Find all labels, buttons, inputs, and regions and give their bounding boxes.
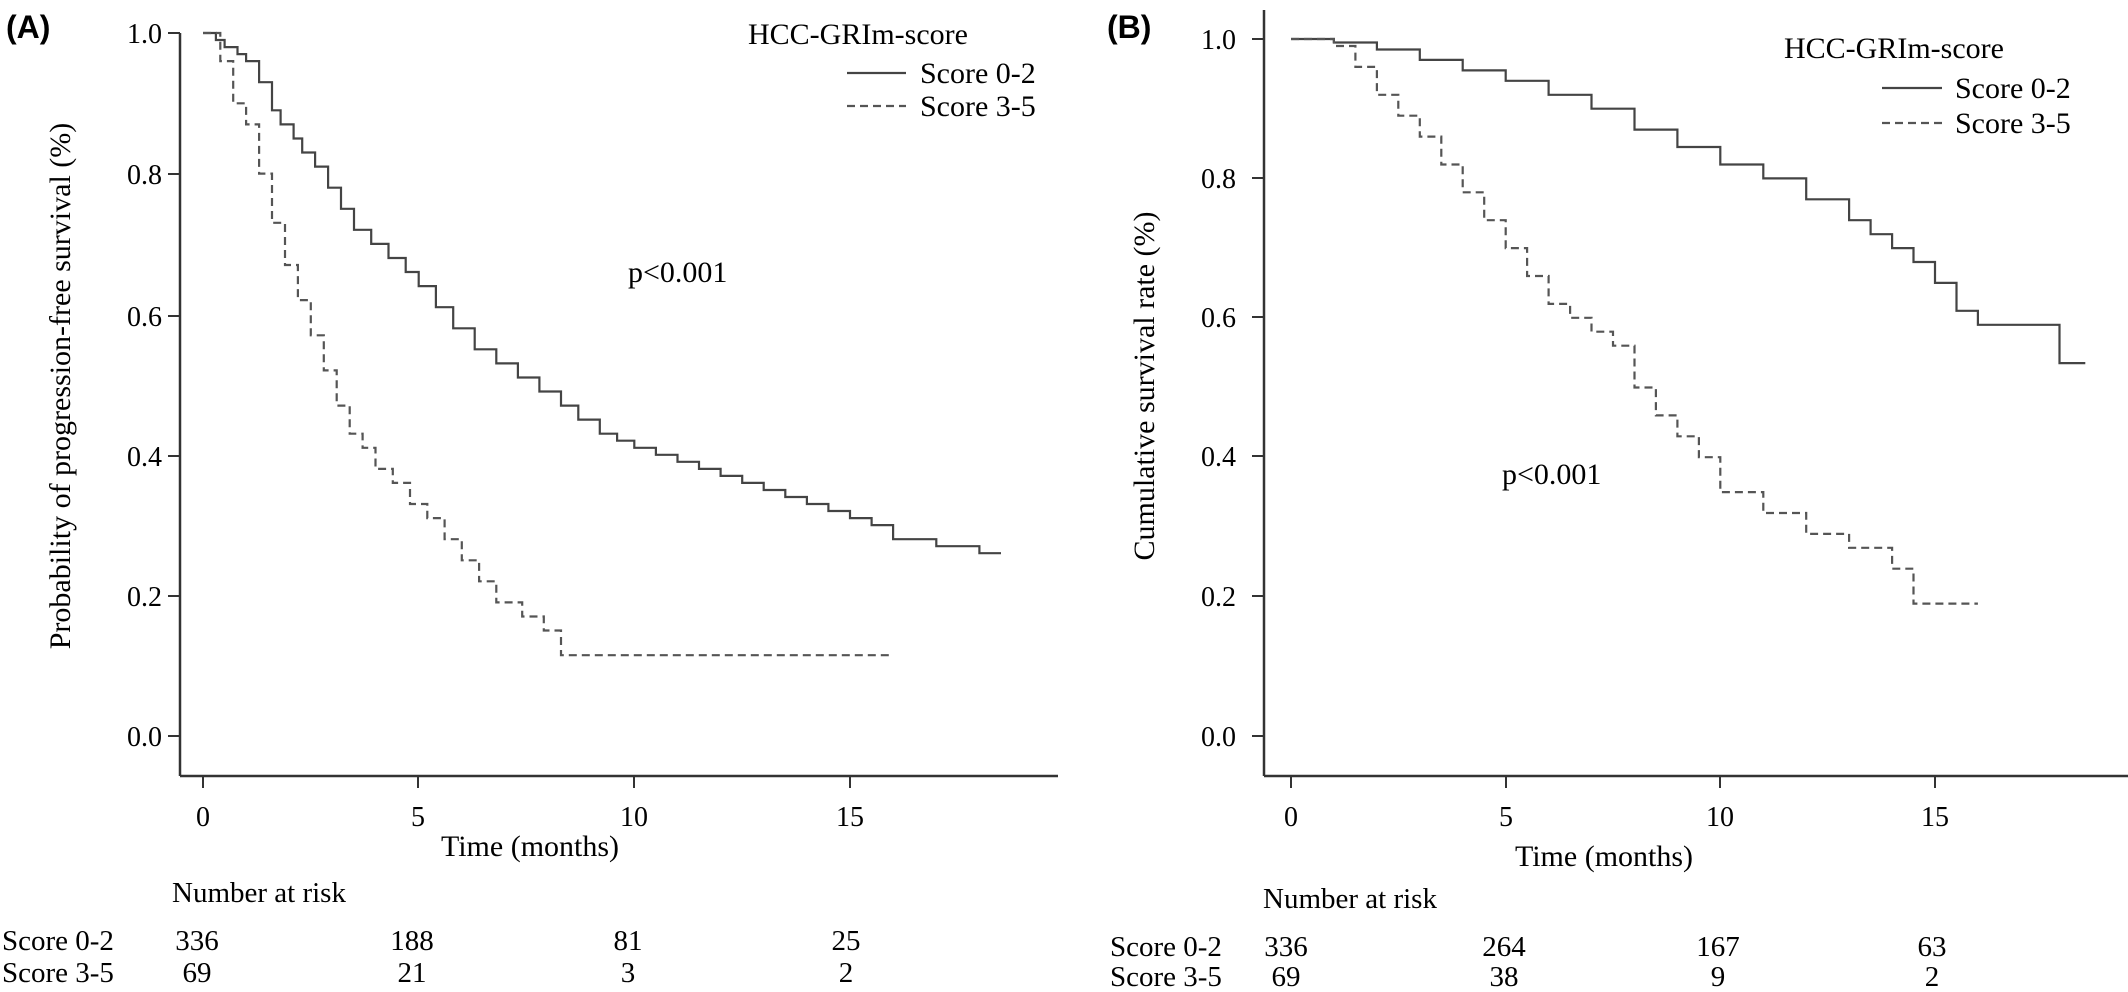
risk-table-title-b: Number at risk	[1263, 883, 1437, 915]
legend-title-b: HCC-GRIm-score	[1784, 32, 2004, 65]
y-tick-b-0: 0.0	[1201, 722, 1264, 753]
risk-cell-a: 336	[175, 925, 219, 957]
legend-title-a: HCC-GRIm-score	[748, 18, 968, 51]
km-curve-b-score-0-2	[1291, 37, 2086, 365]
km-curve-a-score-3-5	[203, 31, 894, 657]
x-tick-label-a: 10	[620, 802, 648, 833]
risk-cell-a: 2	[839, 957, 854, 989]
km-curve-a-score-0-2	[203, 31, 1001, 555]
x-axis-title-a: Time (months)	[441, 830, 619, 863]
y-tick-label-b: 0.2	[1201, 582, 1236, 613]
risk-cell-a: 3	[621, 957, 636, 989]
risk-table-title-a: Number at risk	[172, 877, 346, 909]
x-tick-label-a: 0	[196, 802, 210, 833]
km-curve-b-score-3-5	[1291, 37, 1978, 605]
x-tick-b-3: 15	[1921, 776, 1949, 833]
y-tick-a-4: 0.8	[127, 160, 180, 191]
risk-cell-b: 336	[1264, 931, 1308, 963]
legend-a: HCC-GRIm-score Score 0-2 Score 3-5	[748, 18, 1036, 123]
x-tick-label-b: 10	[1706, 802, 1734, 833]
risk-cell-b: 167	[1696, 931, 1740, 963]
legend-entry-b: Score 0-2	[1955, 72, 2071, 105]
risk-cell-b: 264	[1482, 931, 1526, 963]
y-axis-title-a: Probability of progression-free survival…	[44, 123, 77, 650]
y-tick-label-b: 0.4	[1201, 442, 1236, 473]
risk-cell-a: 81	[614, 925, 643, 957]
risk-cell-b: 9	[1711, 961, 1726, 992]
x-tick-a-3: 15	[836, 776, 864, 833]
y-tick-label-a: 0.0	[127, 722, 162, 753]
y-tick-b-2: 0.4	[1201, 442, 1264, 473]
y-tick-b-5: 1.0	[1201, 25, 1264, 56]
risk-cell-b: 63	[1918, 931, 1947, 963]
x-tick-label-b: 5	[1499, 802, 1513, 833]
p-value-b: p<0.001	[1502, 458, 1601, 491]
risk-row-label-a: Score 0-2	[2, 925, 114, 957]
risk-cell-b: 2	[1925, 961, 1940, 992]
y-tick-a-3: 0.6	[127, 302, 180, 333]
y-tick-label-b: 0.8	[1201, 164, 1236, 195]
y-tick-a-1: 0.2	[127, 582, 180, 613]
p-value-a: p<0.001	[628, 256, 727, 289]
x-tick-a-0: 0	[196, 776, 210, 833]
x-tick-b-0: 0	[1284, 776, 1298, 833]
x-tick-b-1: 5	[1499, 776, 1513, 833]
x-tick-b-2: 10	[1706, 776, 1734, 833]
risk-cell-b: 38	[1490, 961, 1519, 992]
y-tick-label-a: 0.4	[127, 442, 162, 473]
risk-row-label-b: Score 0-2	[1110, 931, 1222, 963]
y-tick-a-5: 1.0	[127, 19, 180, 50]
risk-cell-a: 69	[183, 957, 212, 989]
y-tick-b-1: 0.2	[1201, 582, 1264, 613]
risk-row-label-b: Score 3-5	[1110, 961, 1222, 992]
x-tick-label-b: 0	[1284, 802, 1298, 833]
y-tick-b-4: 0.8	[1201, 164, 1264, 195]
y-tick-label-b: 0.6	[1201, 303, 1236, 334]
risk-table-b: Number at risk Score 0-2 Score 3-5 336 2…	[1110, 883, 1947, 992]
y-tick-label-b: 1.0	[1201, 25, 1236, 56]
legend-entry-a: Score 0-2	[920, 57, 1036, 90]
risk-cell-a: 21	[398, 957, 427, 989]
x-tick-a-2: 10	[620, 776, 648, 833]
x-tick-label-a: 5	[411, 802, 425, 833]
risk-cell-b: 69	[1272, 961, 1301, 992]
panel-b: (B) 0.0 0.2 0.4 0.6 0.8 1.0	[1107, 9, 2128, 992]
y-tick-a-0: 0.0	[127, 722, 180, 753]
risk-cell-a: 25	[832, 925, 861, 957]
y-tick-label-b: 0.0	[1201, 722, 1236, 753]
y-tick-a-2: 0.4	[127, 442, 180, 473]
x-axis-title-b: Time (months)	[1515, 840, 1693, 873]
legend-b: HCC-GRIm-score Score 0-2 Score 3-5	[1784, 32, 2071, 140]
risk-table-a: Number at risk Score 0-2 Score 3-5 336 1…	[2, 877, 861, 989]
y-tick-label-a: 1.0	[127, 19, 162, 50]
legend-entry-a: Score 3-5	[920, 90, 1036, 123]
y-tick-label-a: 0.2	[127, 582, 162, 613]
y-tick-label-a: 0.6	[127, 302, 162, 333]
panel-a: (A) 0.0 0.2 0.4 0.6 0.8 1.0	[2, 9, 1058, 989]
panel-label-b: (B)	[1107, 9, 1151, 45]
risk-cell-a: 188	[390, 925, 434, 957]
legend-entry-b: Score 3-5	[1955, 107, 2071, 140]
panel-label-a: (A)	[6, 9, 50, 45]
risk-row-label-a: Score 3-5	[2, 957, 114, 989]
x-tick-a-1: 5	[411, 776, 425, 833]
x-tick-label-a: 15	[836, 802, 864, 833]
x-tick-label-b: 15	[1921, 802, 1949, 833]
y-tick-label-a: 0.8	[127, 160, 162, 191]
y-axis-title-b: Cumulative survival rate (%)	[1128, 211, 1161, 560]
y-tick-b-3: 0.6	[1201, 303, 1264, 334]
